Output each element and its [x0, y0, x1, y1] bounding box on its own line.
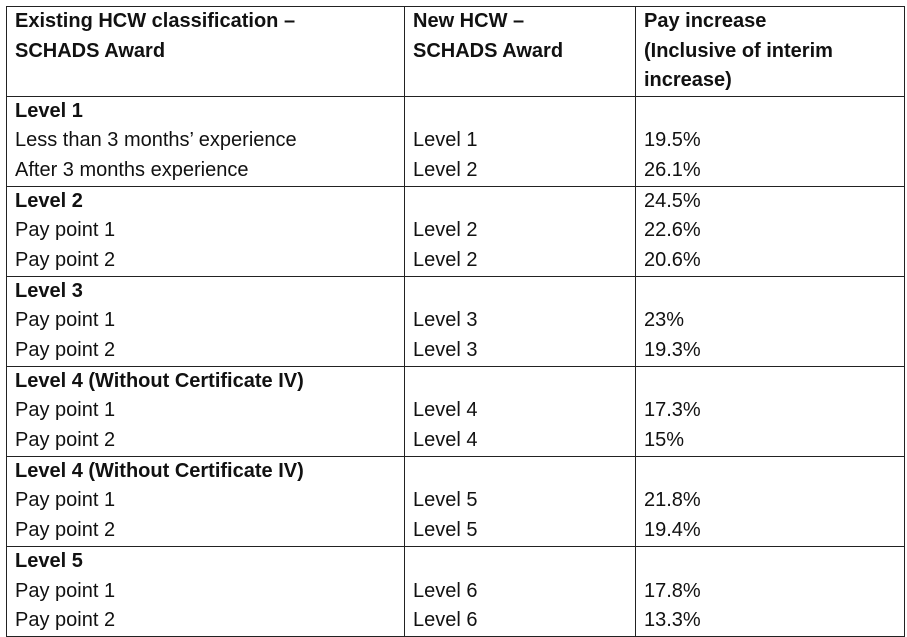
row-pay-increase: 17.8%	[644, 579, 701, 602]
group-title: Level 5	[15, 549, 83, 572]
empty-line	[413, 367, 627, 397]
group-title-pay	[644, 547, 896, 577]
new-classification-cell: Level 1 Level 2	[404, 95, 636, 187]
empty-line	[413, 547, 627, 577]
row-label: Pay point 1	[15, 219, 116, 242]
group-title: Level 4 (Without Certificate IV)	[15, 459, 304, 482]
row-new-level: Level 3	[413, 309, 478, 332]
row-new-level: Level 5	[413, 489, 478, 512]
table-body: Level 1 Less than 3 months’ experience Aft…	[6, 95, 905, 637]
row-pay-increase: 19.5%	[644, 129, 701, 152]
pay-increase-cell: 17.8% 13.3%	[635, 545, 905, 637]
empty-line	[413, 97, 627, 127]
new-classification-cell: Level 4 Level 4	[404, 365, 636, 457]
empty-line	[413, 277, 627, 307]
row-new-level: Level 2	[413, 219, 478, 242]
table-row-group: Level 4 (Without Certificate IV) Pay poin…	[6, 365, 905, 457]
group-title-pay	[644, 457, 896, 487]
header-new-classification: New HCW – SCHADS Award	[404, 6, 636, 97]
table-row-group: Level 5 Pay point 1 Pay point 2 Level 6 Leve…	[6, 545, 905, 637]
table-row-group: Level 2 Pay point 1 Pay point 2 Level 2 Leve…	[6, 185, 905, 277]
row-pay-increase: 22.6%	[644, 219, 701, 242]
group-title-pay	[644, 277, 896, 307]
row-pay-increase: 20.6%	[644, 248, 701, 271]
row-label: Pay point 2	[15, 519, 116, 542]
group-title-pay	[644, 97, 896, 127]
header-line: New HCW –	[413, 10, 525, 32]
row-pay-increase: 23%	[644, 309, 685, 332]
group-title: Level 1	[15, 99, 83, 122]
header-line: increase)	[644, 69, 732, 91]
existing-classification-cell: Level 1 Less than 3 months’ experience Aft…	[6, 95, 405, 187]
row-label: After 3 months experience	[15, 158, 249, 181]
header-line: Pay increase	[644, 10, 767, 32]
pay-increase-cell: 23% 19.3%	[635, 275, 905, 367]
group-title: Level 2	[15, 189, 83, 212]
row-new-level: Level 3	[413, 339, 478, 361]
header-existing-classification: Existing HCW classification – SCHADS Awa…	[6, 6, 405, 97]
row-pay-increase: 19.4%	[644, 519, 701, 542]
pay-increase-table: Existing HCW classification – SCHADS Awa…	[6, 6, 905, 637]
row-label: Pay point 1	[15, 399, 116, 422]
row-pay-increase: 17.3%	[644, 399, 701, 422]
existing-classification-cell: Level 4 (Without Certificate IV) Pay poin…	[6, 455, 405, 547]
empty-line	[413, 187, 627, 217]
row-new-level: Level 5	[413, 519, 478, 542]
row-new-level: Level 1	[413, 129, 478, 152]
table-row-group: Level 3 Pay point 1 Pay point 2 Level 3 Leve…	[6, 275, 905, 367]
row-label: Pay point 2	[15, 609, 116, 632]
row-new-level: Level 2	[413, 248, 478, 271]
pay-increase-cell: 17.3% 15%	[635, 365, 905, 457]
empty-line	[413, 457, 627, 487]
new-classification-cell: Level 3 Level 3	[404, 275, 636, 367]
row-new-level: Level 6	[413, 579, 478, 602]
row-label: Pay point 2	[15, 339, 116, 361]
existing-classification-cell: Level 2 Pay point 1 Pay point 2	[6, 185, 405, 277]
row-pay-increase: 21.8%	[644, 489, 701, 512]
table-row-group: Level 1 Less than 3 months’ experience Aft…	[6, 95, 905, 187]
row-new-level: Level 4	[413, 429, 478, 452]
existing-classification-cell: Level 5 Pay point 1 Pay point 2	[6, 545, 405, 637]
new-classification-cell: Level 2 Level 2	[404, 185, 636, 277]
header-line: Existing HCW classification –	[15, 10, 296, 32]
row-label: Less than 3 months’ experience	[15, 129, 297, 152]
new-classification-cell: Level 5 Level 5	[404, 455, 636, 547]
row-pay-increase: 13.3%	[644, 609, 701, 632]
new-classification-cell: Level 6 Level 6	[404, 545, 636, 637]
row-new-level: Level 6	[413, 609, 478, 632]
header-line: SCHADS Award	[413, 39, 564, 62]
row-new-level: Level 4	[413, 399, 478, 422]
row-label: Pay point 1	[15, 579, 116, 602]
existing-classification-cell: Level 4 (Without Certificate IV) Pay poin…	[6, 365, 405, 457]
existing-classification-cell: Level 3 Pay point 1 Pay point 2	[6, 275, 405, 367]
row-pay-increase: 26.1%	[644, 158, 701, 181]
header-pay-increase: Pay increase (Inclusive of interim incre…	[635, 6, 905, 97]
row-pay-increase: 19.3%	[644, 339, 701, 361]
header-line: (Inclusive of interim	[644, 39, 833, 62]
pay-increase-cell: 21.8% 19.4%	[635, 455, 905, 547]
group-title-pay	[644, 367, 896, 397]
table-row-group: Level 4 (Without Certificate IV) Pay poin…	[6, 455, 905, 547]
row-pay-increase: 15%	[644, 429, 685, 452]
row-label: Pay point 2	[15, 248, 116, 271]
table-header-row: Existing HCW classification – SCHADS Awa…	[6, 6, 905, 97]
header-line: SCHADS Award	[15, 39, 166, 62]
row-label: Pay point 1	[15, 489, 116, 512]
group-title: Level 3	[15, 279, 83, 302]
row-label: Pay point 2	[15, 429, 116, 452]
row-label: Pay point 1	[15, 309, 116, 332]
group-title: Level 4 (Without Certificate IV)	[15, 369, 304, 392]
pay-increase-cell: 24.5% 22.6% 20.6%	[635, 185, 905, 277]
row-new-level: Level 2	[413, 158, 478, 181]
pay-increase-cell: 19.5% 26.1%	[635, 95, 905, 187]
group-title-pay: 24.5%	[644, 189, 701, 212]
